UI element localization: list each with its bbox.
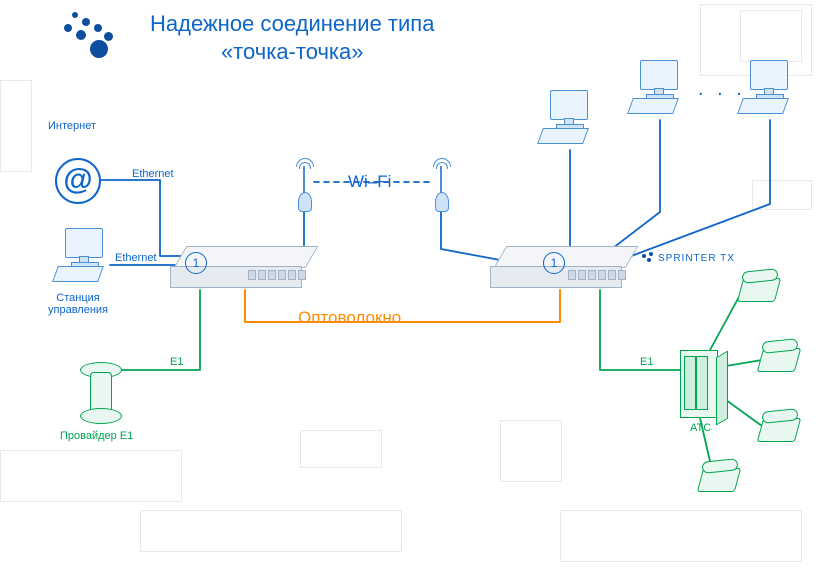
- pbx-icon: [680, 350, 726, 416]
- label-ats: АТС: [690, 422, 711, 434]
- label-station: Станция управления: [48, 292, 108, 316]
- label-ethernet-1: Ethernet: [132, 168, 174, 180]
- provider-icon: [80, 362, 120, 422]
- header: Надежное соединение типа «точка-точка»: [60, 10, 434, 65]
- diagram-canvas: Надежное соединение типа «точка-точка» @…: [0, 0, 820, 580]
- sprinter-text: SPRINTER TX: [658, 253, 735, 264]
- bg-decor: [140, 510, 402, 552]
- pc-client-2-icon: [630, 60, 690, 120]
- phone-1-icon: [740, 270, 776, 300]
- node-number-1: 1: [185, 252, 207, 274]
- bg-decor: [300, 430, 382, 468]
- antenna-right-icon: [432, 160, 450, 208]
- label-ethernet-2: Ethernet: [115, 252, 157, 264]
- title-line2: «точка-точка»: [150, 38, 434, 66]
- label-e1-left: E1: [170, 356, 183, 368]
- label-ellipsis: . . .: [698, 78, 746, 101]
- label-fiber: Оптоволокно: [298, 308, 401, 328]
- bg-decor: [0, 80, 32, 172]
- pc-client-3-icon: [740, 60, 800, 120]
- label-wifi: Wi–Fi: [348, 172, 391, 192]
- label-e1-right: E1: [640, 356, 653, 368]
- label-provider: Провайдер E1: [60, 430, 133, 442]
- phone-4-icon: [700, 460, 736, 490]
- pc-management-icon: [55, 228, 115, 288]
- phone-2-icon: [760, 340, 796, 370]
- pc-client-1-icon: [540, 90, 600, 150]
- bg-decor: [740, 10, 802, 62]
- page-title: Надежное соединение типа «точка-точка»: [150, 10, 434, 65]
- bg-decor: [0, 450, 182, 502]
- phone-3-icon: [760, 410, 796, 440]
- internet-icon: @: [55, 158, 101, 204]
- bg-decor: [560, 510, 802, 562]
- sprinter-logo: SPRINTER TX: [640, 252, 735, 264]
- node-number-2: 1: [543, 252, 565, 274]
- bg-decor: [752, 180, 812, 210]
- logo-icon: [60, 10, 120, 60]
- label-internet: Интернет: [48, 120, 96, 132]
- bg-decor: [500, 420, 562, 482]
- antenna-left-icon: [295, 160, 313, 208]
- title-line1: Надежное соединение типа: [150, 10, 434, 38]
